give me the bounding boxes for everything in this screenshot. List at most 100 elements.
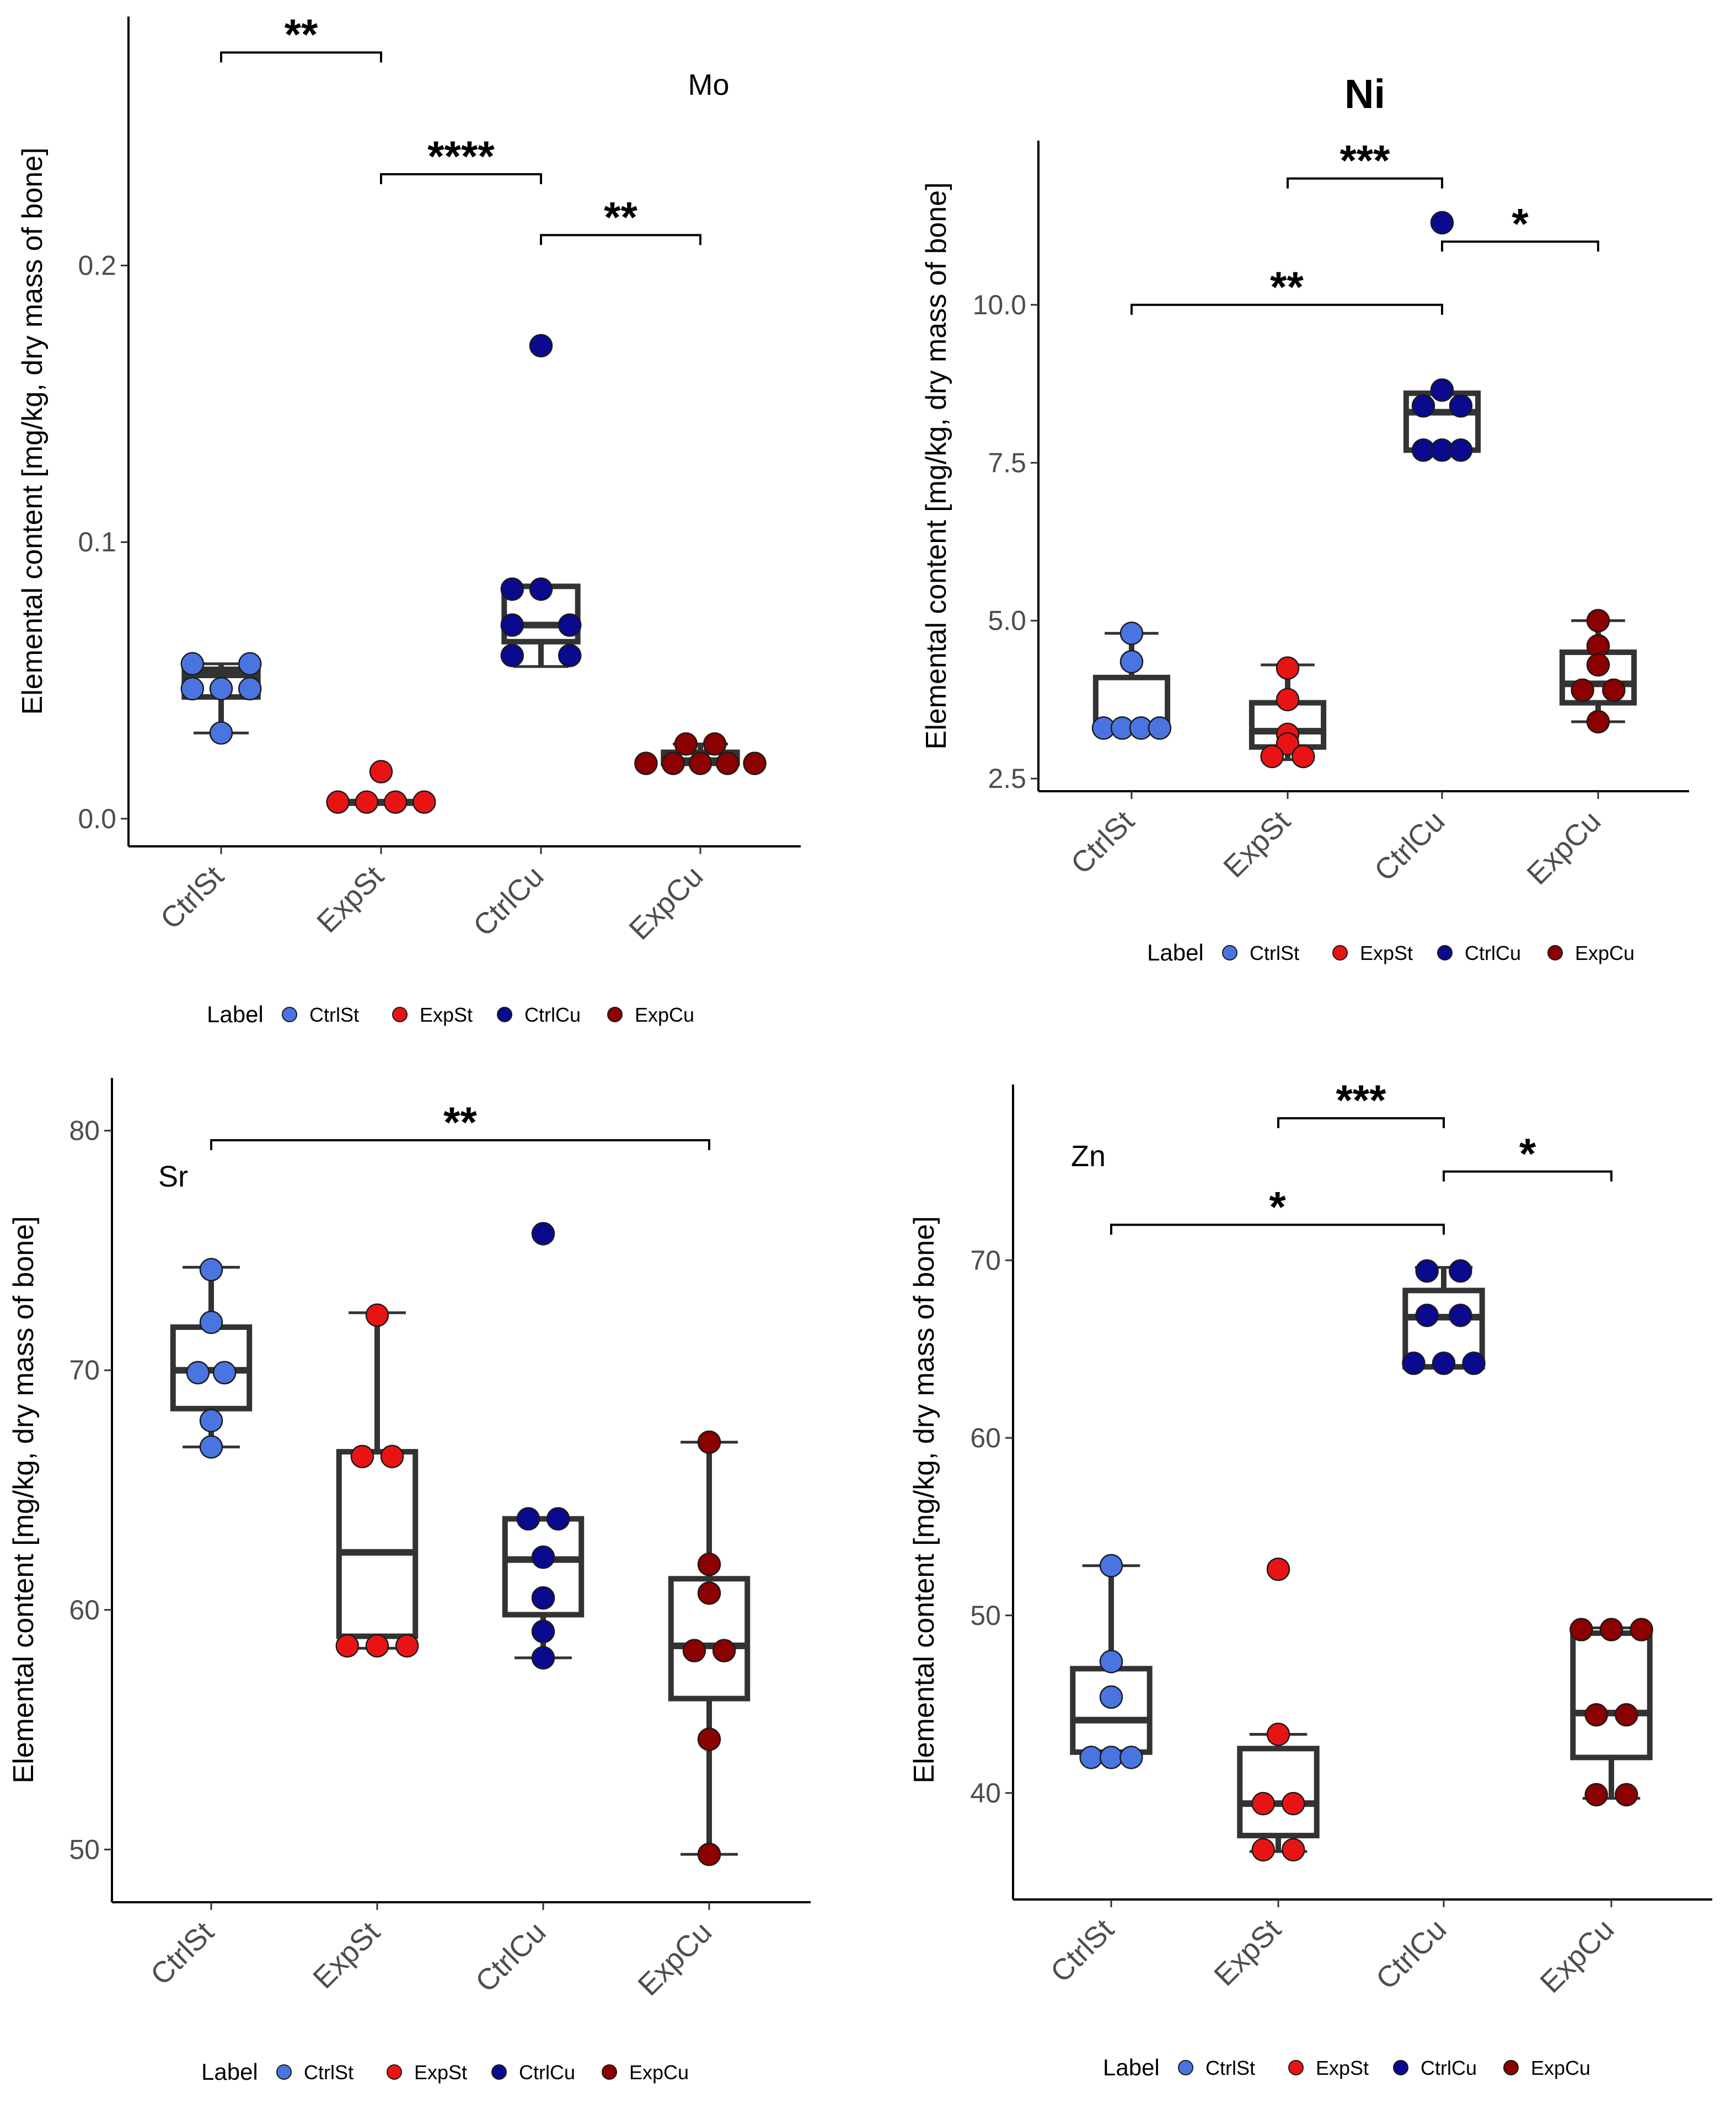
y-tick-label: 50 xyxy=(970,1600,1001,1631)
y-tick-label: 2.5 xyxy=(988,763,1026,794)
significance-bracket xyxy=(1287,177,1443,189)
significance-label: ** xyxy=(285,10,318,58)
data-point-expcu xyxy=(697,1581,721,1605)
legend-label: CtrlCu xyxy=(524,1003,581,1026)
data-point-expcu xyxy=(1571,678,1594,702)
data-point-ctrlcu xyxy=(1449,438,1473,462)
x-tick-label: ExpCu xyxy=(631,1915,718,2002)
panel-sr: 50 60 70 80 CtrlSt ExpSt CtrlCu ExpCu Elemental … xyxy=(8,1078,811,2085)
data-point-expcu xyxy=(682,1639,706,1662)
data-point-ctrlst xyxy=(186,1361,210,1384)
legend-key-expst xyxy=(392,1007,408,1022)
data-point-expst xyxy=(365,1634,389,1658)
significance-label: ** xyxy=(604,192,637,241)
data-point-ctrlcu xyxy=(1402,1351,1426,1375)
legend-key-ctrlcu xyxy=(1393,2060,1408,2075)
legend: Label CtrlSt ExpSt CtrlCu ExpCu xyxy=(1103,2054,1590,2080)
legend-label: CtrlCu xyxy=(1421,2057,1477,2079)
significance-bracket xyxy=(540,234,701,245)
legend-key-ctrlst xyxy=(282,1007,297,1022)
x-tick-label: CtrlSt xyxy=(1065,804,1141,881)
legend: Label CtrlSt ExpSt CtrlCu ExpCu xyxy=(201,2059,689,2085)
legend-key-expcu xyxy=(602,2064,617,2080)
data-point-expcu xyxy=(1586,653,1610,677)
significance-bracket xyxy=(1110,1223,1445,1235)
data-point-expst xyxy=(1292,744,1315,769)
significance-label: ** xyxy=(443,1098,477,1146)
data-point-expcu xyxy=(743,752,767,775)
data-point-expst xyxy=(335,1634,360,1658)
legend-key-ctrlst xyxy=(1222,945,1237,960)
data-point-ctrlst xyxy=(209,677,233,701)
legend-key-expcu xyxy=(607,1007,623,1022)
data-point-ctrlst xyxy=(199,1435,223,1459)
data-point-ctrlst xyxy=(1099,1554,1123,1577)
data-point-expcu xyxy=(1615,1703,1638,1727)
data-point-expst xyxy=(355,790,379,814)
data-point-ctrlcu xyxy=(558,613,582,637)
data-point-ctrlcu xyxy=(1432,1351,1456,1375)
significance-bracket xyxy=(1441,240,1599,252)
x-tick-label: ExpSt xyxy=(307,1915,386,1995)
legend-key-expcu xyxy=(1547,945,1563,960)
data-point-ctrlst xyxy=(1148,716,1172,740)
data-point-ctrlcu xyxy=(546,1507,570,1531)
data-point-ctrlst xyxy=(180,677,205,701)
legend-label: CtrlCu xyxy=(1465,942,1521,964)
significance-label: * xyxy=(1269,1182,1286,1231)
x-tick-label: CtrlCu xyxy=(1370,1913,1453,1996)
significance-bracket xyxy=(380,173,542,184)
data-point-ctrlst xyxy=(199,1409,223,1432)
legend-title: Label xyxy=(1103,2054,1160,2080)
data-point-expcu xyxy=(703,732,727,756)
legend-key-ctrlcu xyxy=(491,2064,507,2080)
data-point-ctrlcu xyxy=(531,1619,555,1644)
data-point-expcu xyxy=(1615,1783,1638,1807)
data-point-expcu xyxy=(1586,710,1610,734)
data-point-ctrlcu xyxy=(500,613,524,637)
data-point-expst xyxy=(350,1445,374,1468)
box-iqr xyxy=(1237,1746,1320,1839)
legend-title: Label xyxy=(1147,940,1204,965)
data-point-expst xyxy=(1282,1838,1305,1862)
y-tick-label: 70 xyxy=(69,1355,100,1386)
box-iqr xyxy=(1070,1666,1153,1755)
data-point-expcu xyxy=(697,1552,721,1576)
data-point-ctrlst xyxy=(1119,650,1144,674)
data-point-ctrlcu xyxy=(529,577,553,601)
boxplot-ctrlst xyxy=(1092,632,1171,732)
data-point-ctrlcu xyxy=(531,1222,555,1246)
legend-label: CtrlCu xyxy=(519,2061,575,2084)
data-point-expcu xyxy=(1569,1618,1593,1641)
x-tick-label: CtrlCu xyxy=(467,860,550,943)
box-iqr xyxy=(1570,1630,1653,1761)
data-point-ctrlst xyxy=(1099,1746,1123,1769)
data-point-expst xyxy=(383,790,408,814)
x-tick-label: CtrlCu xyxy=(469,1915,553,1999)
data-point-expcu xyxy=(697,1430,721,1454)
y-tick-label: 60 xyxy=(69,1595,100,1625)
legend-label: ExpCu xyxy=(1531,2057,1590,2079)
data-point-ctrlcu xyxy=(529,334,553,358)
x-tick-label: ExpCu xyxy=(1520,804,1607,891)
y-tick-label: 7.5 xyxy=(988,447,1026,478)
x-tick-label: ExpSt xyxy=(1217,804,1296,884)
x-tick-label: CtrlSt xyxy=(154,860,231,936)
data-point-ctrlcu xyxy=(1449,394,1473,418)
legend-label: CtrlSt xyxy=(1250,942,1299,964)
data-point-expst xyxy=(1260,744,1284,769)
legend-key-expst xyxy=(1288,2060,1304,2075)
significance-bracket xyxy=(210,1139,710,1150)
data-point-expcu xyxy=(661,752,685,775)
y-tick-label: 70 xyxy=(970,1245,1001,1276)
x-tick-label: ExpCu xyxy=(1534,1913,1620,1999)
data-point-ctrlst xyxy=(1079,1746,1103,1769)
legend-label: ExpSt xyxy=(1360,942,1413,964)
legend-title: Label xyxy=(207,1001,264,1027)
data-point-expcu xyxy=(697,1842,721,1866)
significance-label: **** xyxy=(427,132,495,180)
data-point-expcu xyxy=(697,1727,721,1751)
data-point-ctrlst xyxy=(1119,1746,1143,1769)
legend-label: ExpSt xyxy=(414,2061,467,2084)
legend: Label CtrlSt ExpSt CtrlCu ExpCu xyxy=(1147,940,1635,965)
